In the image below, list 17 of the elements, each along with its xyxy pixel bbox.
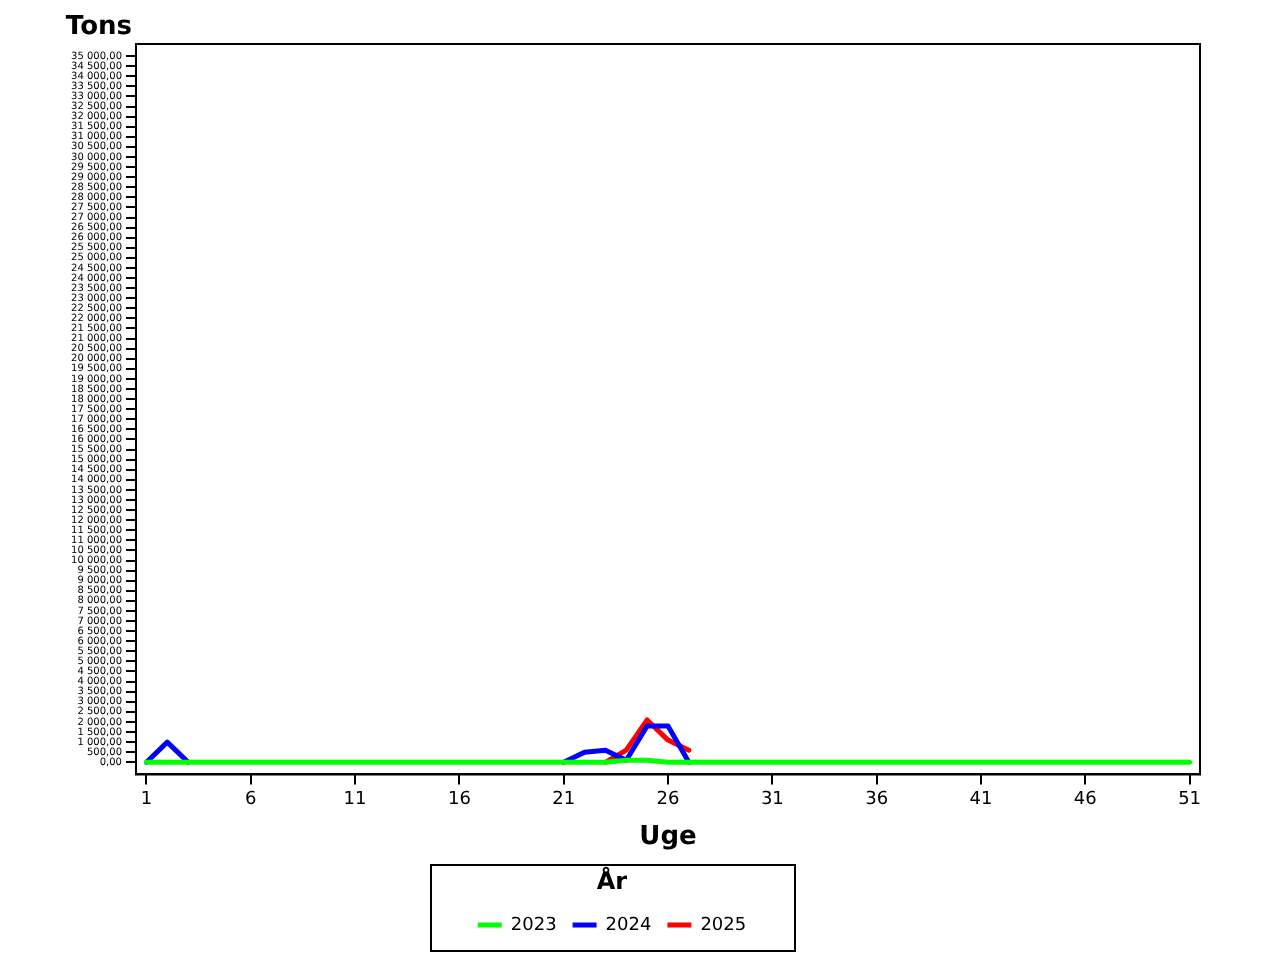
y-axis-title: Tons <box>65 12 133 42</box>
x-tick-label: 21 <box>552 789 576 810</box>
x-tick-label: 16 <box>447 789 472 810</box>
x-tick-label: 26 <box>656 789 680 810</box>
x-tick-label: 51 <box>1178 789 1202 810</box>
x-tick-label: 31 <box>760 789 784 810</box>
x-tick-label: 11 <box>343 789 367 810</box>
x-tick-label: 6 <box>245 789 258 810</box>
legend-label: 2023 <box>510 915 557 936</box>
x-axis-title: Uge <box>639 822 698 853</box>
x-tick-label: 46 <box>1073 789 1098 810</box>
legend-label: 2024 <box>605 915 652 936</box>
x-tick-label: 36 <box>865 789 889 810</box>
legend-title: År <box>596 865 628 896</box>
x-tick-label: 41 <box>969 789 993 810</box>
x-tick-label: 1 <box>140 789 153 810</box>
legend-label: 2025 <box>700 915 747 936</box>
